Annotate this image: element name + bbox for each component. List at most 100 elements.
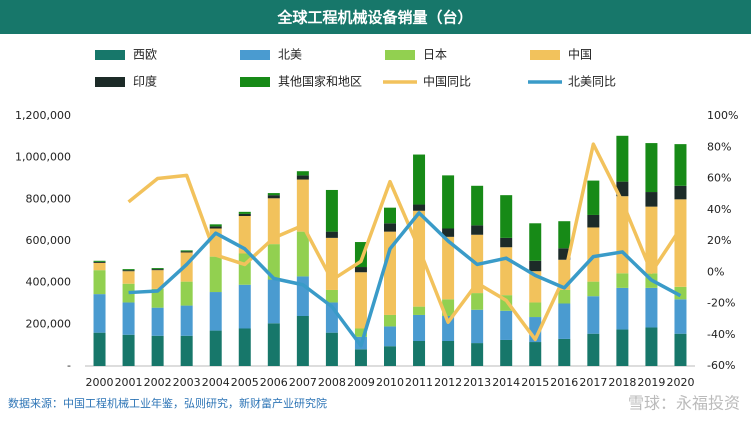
bar-segment: [93, 332, 106, 366]
bar-segment: [267, 323, 280, 366]
bar-segment: [122, 271, 135, 284]
bar-segment: [558, 248, 571, 260]
bar-segment: [471, 185, 484, 226]
bar-segment: [616, 135, 629, 182]
bar-segment: [180, 281, 193, 306]
x-tick-label: 2012: [434, 376, 462, 389]
bar-segment: [413, 306, 426, 315]
bar-segment: [674, 144, 687, 186]
bar-segment: [674, 299, 687, 334]
y2-tick-label: 20%: [707, 234, 731, 247]
bar-segment: [500, 237, 513, 248]
bar-segment: [442, 341, 455, 366]
bar-segment: [209, 330, 222, 366]
x-tick-label: 2006: [260, 376, 288, 389]
bar-segment: [500, 310, 513, 340]
bar-segment: [325, 237, 338, 290]
y2-tick-label: -40%: [707, 328, 735, 341]
y-tick-label: 600,000: [26, 234, 72, 247]
bar-segment: [325, 289, 338, 303]
bar-segment: [529, 271, 542, 303]
x-tick-label: 2003: [173, 376, 201, 389]
y2-tick-label: 80%: [707, 140, 731, 153]
bar-segment: [413, 204, 426, 211]
bar-segment: [529, 260, 542, 272]
bar-segment: [325, 332, 338, 366]
bar-segment: [442, 228, 455, 237]
bar-segment: [587, 227, 600, 282]
bar-segment: [122, 269, 135, 271]
chart-title: 全球工程机械设备销量（台）: [276, 9, 472, 27]
bar-segment: [122, 270, 135, 272]
bar-segment: [413, 210, 426, 307]
y2-tick-label: 0%: [707, 265, 724, 278]
source-note: 数据来源：中国工程机械工业年鉴，弘则研究，新财富产业研究院: [8, 396, 327, 410]
bar-segment: [93, 261, 106, 263]
bar-segment: [238, 211, 251, 214]
bar-segment: [238, 213, 251, 216]
bar-segment: [471, 293, 484, 310]
y2-tick-label: -20%: [707, 297, 735, 310]
title-bar: [0, 0, 751, 34]
bar-segment: [151, 288, 164, 308]
bar-segment: [558, 289, 571, 304]
y-tick-label: 200,000: [26, 317, 72, 330]
x-tick-label: 2020: [666, 376, 694, 389]
bar-segment: [209, 292, 222, 331]
x-tick-label: 2007: [289, 376, 317, 389]
bar-segment: [384, 326, 396, 347]
bar-segment: [267, 198, 280, 245]
bar-segment: [529, 223, 542, 261]
bar-segment: [354, 267, 367, 273]
bar-segment: [471, 225, 484, 235]
bar-segment: [413, 154, 426, 205]
bar-segment: [500, 195, 513, 238]
bar-segment: [238, 216, 251, 254]
bar-segment: [93, 262, 106, 271]
x-tick-label: 2016: [550, 376, 578, 389]
bar-segment: [384, 346, 396, 366]
x-tick-label: 2009: [347, 376, 375, 389]
x-tick-label: 2001: [115, 376, 143, 389]
bar-segment: [296, 171, 309, 176]
bar-segment: [296, 179, 309, 232]
bar-segment: [267, 244, 280, 280]
x-tick-label: 2000: [86, 376, 114, 389]
y-tick-label: 1,200,000: [15, 109, 71, 122]
bar-segment: [151, 270, 164, 289]
legend-swatch: [240, 50, 270, 60]
bar-segment: [384, 207, 396, 224]
bar-segment: [587, 333, 600, 366]
x-tick-label: 2015: [521, 376, 549, 389]
bar-segment: [413, 314, 426, 341]
watermark: 雪球：永福投资: [628, 394, 740, 413]
bar-segment: [93, 270, 106, 295]
bar-segment: [209, 256, 222, 293]
x-tick-label: 2010: [376, 376, 404, 389]
bar-segment: [296, 231, 309, 277]
x-tick-label: 2005: [231, 376, 259, 389]
bar-segment: [325, 231, 338, 238]
bar-segment: [558, 338, 571, 366]
bar-segment: [529, 342, 542, 366]
bar-segment: [471, 343, 484, 366]
x-tick-label: 2019: [637, 376, 665, 389]
bar-segment: [616, 287, 629, 330]
legend-label: 其他国家和地区: [278, 74, 362, 89]
bar-segment: [122, 283, 135, 303]
bar-segment: [151, 269, 164, 271]
bar-segment: [442, 316, 455, 341]
bar-segment: [238, 253, 251, 285]
bar-segment: [645, 287, 658, 328]
legend-label: 北美: [278, 48, 302, 62]
bar-segment: [209, 226, 222, 229]
x-tick-label: 2014: [492, 376, 520, 389]
x-tick-label: 2008: [318, 376, 346, 389]
legend-label: 中国: [568, 47, 592, 62]
y-tick-label: 800,000: [26, 192, 72, 205]
bar-segment: [180, 305, 193, 336]
bar-segment: [587, 296, 600, 334]
bar-segment: [296, 175, 309, 180]
legend-swatch: [95, 77, 125, 87]
bar-segment: [587, 180, 600, 215]
